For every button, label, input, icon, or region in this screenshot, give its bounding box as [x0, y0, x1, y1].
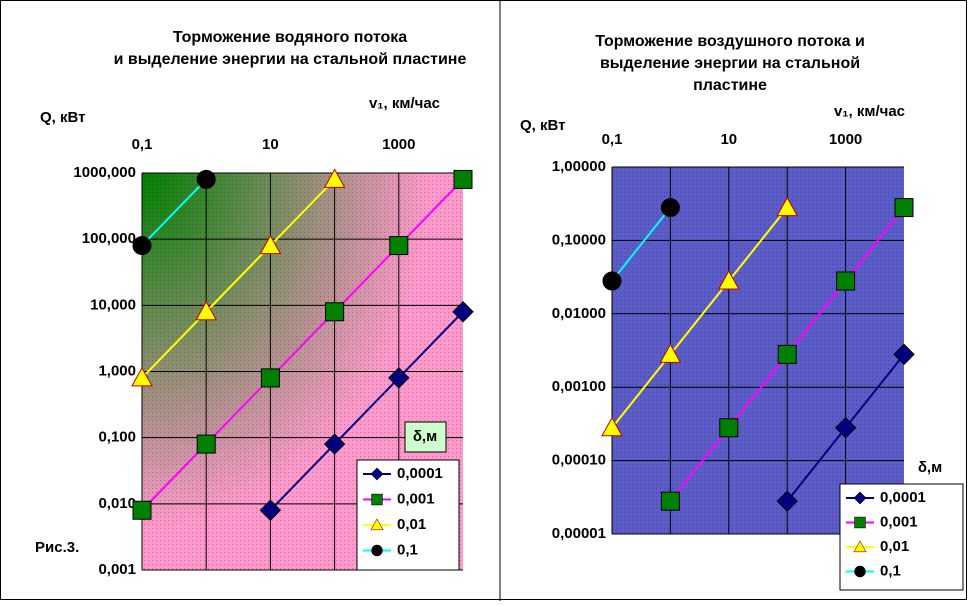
- y-tick-label: 0,01000: [552, 305, 606, 322]
- marker: [893, 343, 915, 366]
- y-tick-label: 0,001: [98, 561, 136, 578]
- chart-title: Торможение воздушного потока и: [595, 33, 865, 50]
- legend-marker: [853, 491, 867, 505]
- marker: [452, 301, 474, 323]
- marker: [131, 366, 153, 387]
- marker: [717, 269, 740, 290]
- legend-title-box: [404, 421, 447, 453]
- chart: Торможение водяного потока и выделение эн…: [35, 29, 474, 578]
- chart: Торможение воздушного потока и выделение …: [520, 33, 964, 591]
- y-tick-label: 1,000: [98, 362, 136, 379]
- x-axis-label: v₁, км/час: [834, 103, 905, 120]
- plot-texture: [612, 167, 904, 534]
- x-tick-label: 10: [262, 136, 279, 153]
- series-lines: [142, 178, 463, 511]
- marker: [196, 434, 216, 454]
- y-tick-label: 0,010: [98, 495, 136, 512]
- y-axis-label: Q, кВт: [520, 117, 566, 134]
- y-tick-label: 0,00001: [552, 525, 606, 542]
- legend-label: 0,01: [880, 538, 909, 555]
- marker: [323, 433, 346, 455]
- marker: [719, 418, 739, 438]
- legend-marker: [853, 540, 867, 553]
- marker: [601, 416, 623, 437]
- y-tick-label: 100,000: [82, 230, 136, 247]
- marker: [776, 196, 799, 217]
- legend-title: δ,м: [413, 428, 437, 445]
- marker: [389, 236, 409, 256]
- x-tick-label: 0,1: [602, 131, 623, 148]
- x-tick-label: 1000: [829, 131, 862, 148]
- legend-label: 0,01: [397, 516, 426, 533]
- marker: [453, 169, 473, 189]
- marker: [259, 499, 282, 521]
- marker: [894, 198, 914, 218]
- y-tick-label: 0,00100: [552, 378, 606, 395]
- marker: [132, 500, 152, 520]
- legend-marker: [370, 467, 384, 481]
- legend-label: 0,001: [397, 490, 435, 507]
- x-tick-label: 1000: [382, 136, 415, 153]
- series-line: [612, 206, 672, 282]
- legend-label: 0,0001: [397, 465, 443, 482]
- marker: [834, 417, 857, 439]
- legend-marker: [854, 516, 866, 529]
- marker: [660, 198, 680, 218]
- x-tick-label: 10: [720, 131, 737, 148]
- legend-label: 0,1: [397, 541, 418, 558]
- annotation: Рис.3.: [35, 539, 79, 556]
- marker: [660, 491, 680, 511]
- series-line: [142, 178, 463, 511]
- legend-marker: [370, 518, 384, 531]
- legend-label: 0,0001: [880, 489, 926, 506]
- y-tick-label: 1000,000: [73, 164, 136, 181]
- chart-title: выделение энергии на стальной: [600, 55, 860, 72]
- marker: [196, 169, 216, 189]
- legend-label: 0,001: [880, 513, 918, 530]
- legend-marker: [854, 565, 866, 578]
- y-axis-label: Q, кВт: [40, 109, 86, 126]
- marker: [259, 234, 282, 255]
- marker: [776, 490, 798, 512]
- series-line: [142, 178, 336, 379]
- chart-title: Торможение водяного потока: [173, 29, 407, 46]
- x-axis-label: v₁, км/час: [369, 95, 440, 112]
- y-tick-label: 1,00000: [552, 158, 606, 175]
- legend-label: 0,1: [880, 562, 901, 579]
- legend-title: δ,м: [918, 459, 942, 476]
- marker: [195, 300, 218, 321]
- marker: [323, 168, 346, 188]
- series-line: [269, 311, 463, 511]
- x-tick-label: 0,1: [132, 136, 153, 153]
- marker: [836, 271, 856, 291]
- marker: [388, 367, 410, 389]
- y-tick-label: 0,10000: [552, 231, 606, 248]
- y-tick-label: 0,100: [98, 429, 136, 446]
- marker: [777, 344, 797, 364]
- chart-title: пластине: [693, 77, 767, 94]
- marker: [325, 302, 345, 322]
- marker: [659, 343, 682, 363]
- series-line: [142, 178, 207, 247]
- marker: [602, 271, 622, 291]
- legend-marker: [371, 544, 383, 557]
- legend-marker: [371, 493, 383, 506]
- y-tick-label: 10,000: [90, 296, 136, 313]
- chart-title: и выделение энергии на стальной пластине: [114, 51, 467, 68]
- marker: [260, 368, 280, 388]
- marker: [132, 236, 152, 256]
- y-tick-label: 0,00010: [552, 452, 606, 469]
- series-line: [612, 206, 788, 429]
